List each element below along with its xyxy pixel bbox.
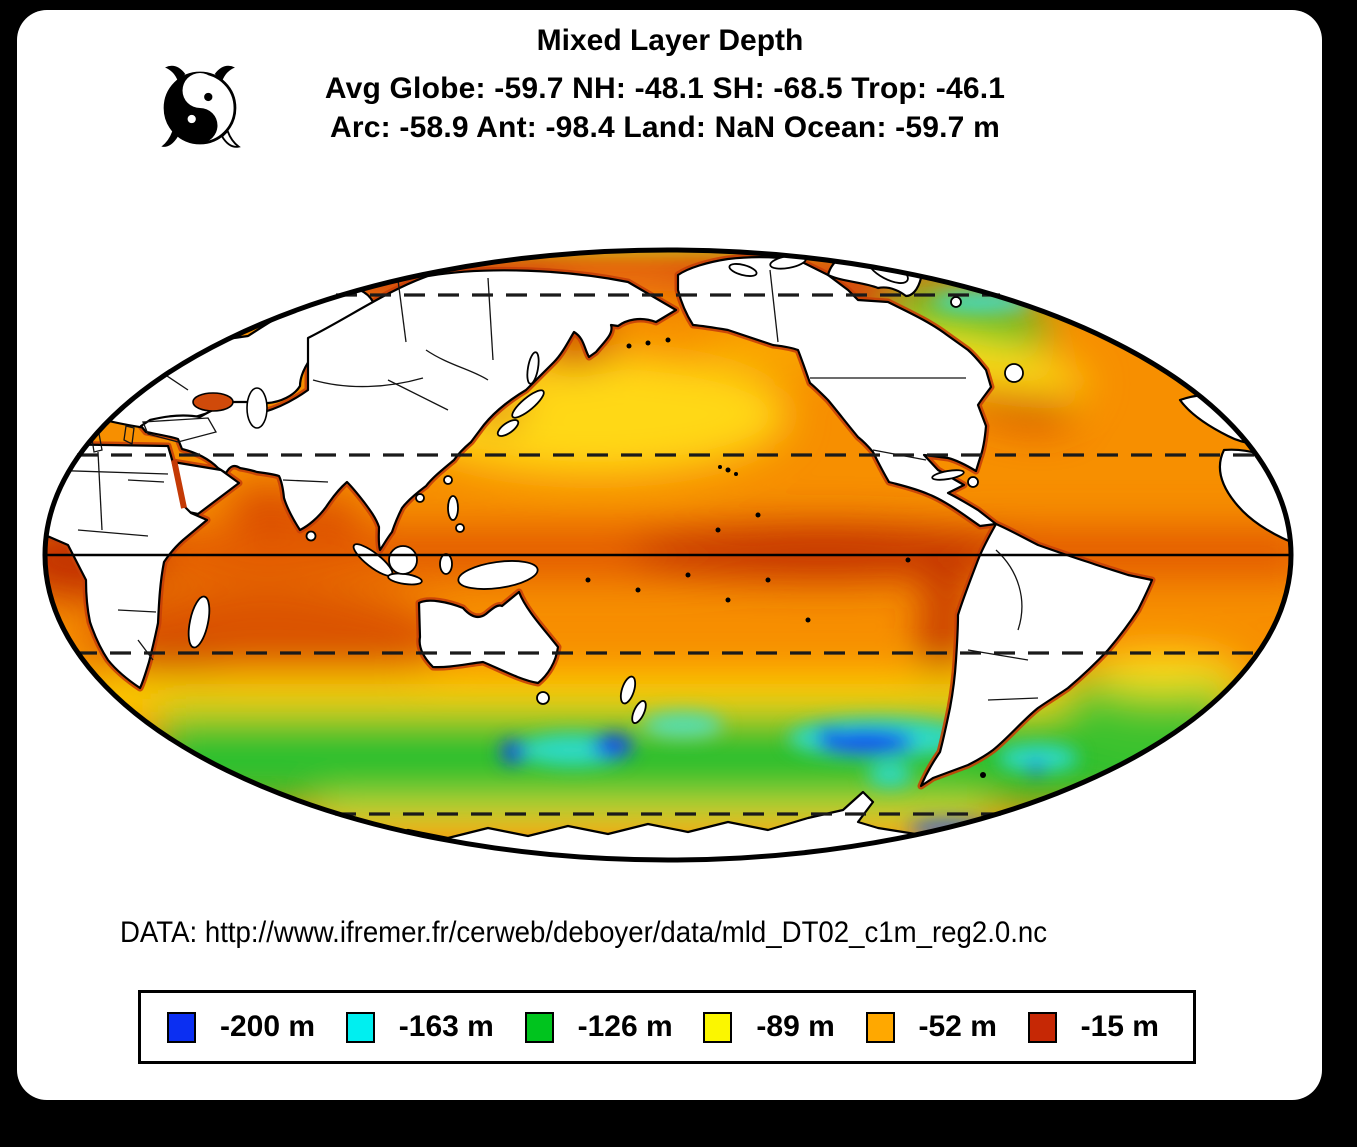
stats-line-1: Avg Globe: -59.7 NH: -48.1 SH: -68.5 Tro… (324, 72, 1006, 105)
legend-swatch (345, 1011, 375, 1043)
legend-item: -163 m (345, 1010, 494, 1044)
legend-swatch (703, 1011, 733, 1043)
legend-label: -89 m (756, 1010, 835, 1043)
legend-label: -163 m (398, 1010, 494, 1043)
legend-item: -200 m (167, 1010, 315, 1044)
caspian-sea (246, 387, 268, 429)
legend-label: -200 m (220, 1010, 316, 1043)
legend-label: -126 m (577, 1010, 673, 1043)
yin-yang-fish-logo-icon (161, 65, 241, 148)
legend-label: -15 m (1080, 1010, 1159, 1043)
country-borders (45, 269, 1039, 701)
data-source-line: DATA: http://www.ifremer.fr/cerweb/deboy… (120, 916, 1048, 949)
legend-item: -15 m (1027, 1010, 1159, 1044)
red-sea (171, 459, 187, 509)
dashed-latitude-lines (76, 293, 1260, 816)
legend-swatch (865, 1011, 895, 1043)
legend-label: -52 m (918, 1010, 997, 1043)
stats-line-2: Arc: -58.9 Ant: -98.4 Land: NaN Ocean: -… (330, 111, 1000, 144)
map-ellipse-outline (42, 247, 1294, 863)
legend-item: -89 m (703, 1010, 835, 1044)
legend-swatch (167, 1011, 196, 1043)
legend-item: -52 m (865, 1010, 997, 1044)
ocean-heatfield (45, 250, 1291, 860)
page-title: Mixed Layer Depth (536, 24, 804, 57)
legend-swatch (1027, 1011, 1057, 1043)
color-legend: -200 m -163 m -126 m -89 m -52 m -15 m (138, 990, 1196, 1064)
legend-swatch (524, 1011, 554, 1043)
latitude-gridlines (45, 293, 1291, 816)
world-map (42, 247, 1294, 863)
black-sea (192, 392, 234, 412)
legend-item: -126 m (524, 1010, 673, 1044)
